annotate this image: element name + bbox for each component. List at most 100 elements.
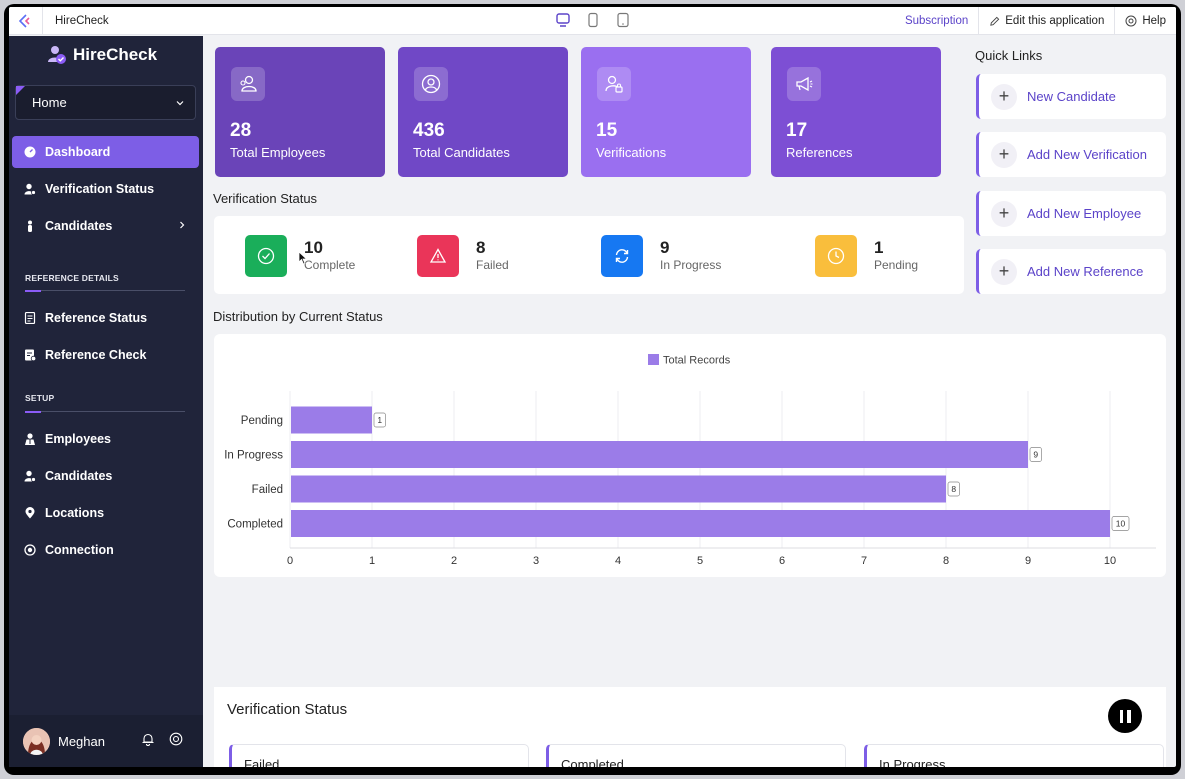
card-label: Total Employees bbox=[230, 145, 326, 160]
subscription-link[interactable]: Subscription bbox=[904, 15, 969, 27]
x-tick-label: 6 bbox=[779, 555, 785, 567]
data-label-box bbox=[947, 481, 960, 497]
home-select-value: Home bbox=[32, 95, 67, 110]
bar bbox=[291, 441, 1028, 468]
legend-swatch bbox=[648, 354, 659, 365]
nav-connection-label: Connection bbox=[45, 543, 114, 557]
distribution-chart-panel: 0 1 2 3 4 5 6 7 8 9 10 Total Records Pending 1 In Prog… bbox=[214, 334, 1166, 577]
edit-app-label: Edit this application bbox=[1005, 15, 1105, 27]
quick-link-label: Add New Employee bbox=[1027, 206, 1142, 221]
section-divider bbox=[25, 410, 185, 413]
tab-failed[interactable]: Failed bbox=[229, 744, 529, 767]
back-icon[interactable] bbox=[9, 7, 43, 35]
user-lock-icon bbox=[597, 67, 631, 101]
verification-status-title: Verification Status bbox=[213, 191, 318, 206]
bar bbox=[291, 406, 372, 434]
status-in-progress[interactable]: 9 In Progress bbox=[601, 235, 721, 277]
quick-link-label: Add New Reference bbox=[1027, 264, 1144, 279]
help-button[interactable]: Help bbox=[1114, 7, 1176, 35]
x-tick-label: 1 bbox=[369, 555, 375, 567]
verification-status-section: Verification Status Failed Completed In … bbox=[214, 687, 1166, 767]
clock-icon bbox=[815, 235, 857, 277]
card-label: References bbox=[786, 145, 853, 160]
x-tick-label: 10 bbox=[1104, 555, 1116, 567]
desktop-icon[interactable] bbox=[555, 12, 571, 28]
quick-link-label: New Candidate bbox=[1027, 89, 1116, 104]
status-failed[interactable]: 8 Failed bbox=[417, 235, 509, 277]
dashboard-icon bbox=[24, 146, 36, 158]
check-circle-icon bbox=[245, 235, 287, 277]
help-icon bbox=[1125, 15, 1137, 27]
location-pin-icon bbox=[25, 507, 35, 519]
card-label: Verifications bbox=[596, 145, 667, 160]
nav-candidates[interactable]: Candidates bbox=[12, 210, 199, 242]
card-verifications[interactable]: 15 Verifications bbox=[581, 47, 751, 177]
mouse-cursor-icon bbox=[298, 251, 308, 265]
legend-label: Total Records bbox=[663, 355, 731, 367]
category-label: In Progress bbox=[224, 450, 283, 462]
status-label: Pending bbox=[874, 258, 919, 272]
x-tick-label: 2 bbox=[451, 555, 457, 567]
card-label: Total Candidates bbox=[413, 145, 510, 160]
data-label-box bbox=[1029, 447, 1042, 462]
device-switcher bbox=[555, 12, 631, 28]
nav-dashboard[interactable]: Dashboard bbox=[12, 136, 199, 168]
x-tick-label: 8 bbox=[943, 555, 949, 567]
nav-dashboard-label: Dashboard bbox=[45, 145, 111, 159]
plus-icon: + bbox=[991, 141, 1017, 168]
employee-icon bbox=[25, 433, 35, 445]
tablet-icon[interactable] bbox=[615, 12, 631, 28]
card-total-employees[interactable]: 28 Total Employees bbox=[215, 47, 385, 177]
nav-verification-status-label: Verification Status bbox=[45, 182, 155, 196]
brand-logo[interactable]: HireCheck bbox=[47, 45, 157, 65]
plus-icon: + bbox=[991, 258, 1017, 285]
nav-connection[interactable]: Connection bbox=[12, 534, 199, 566]
x-tick-label: 4 bbox=[615, 555, 621, 567]
home-select[interactable]: Home bbox=[15, 85, 196, 120]
quick-link-label: Add New Verification bbox=[1027, 147, 1147, 162]
chevron-down-icon bbox=[176, 101, 184, 106]
quick-link-new-candidate[interactable]: + New Candidate bbox=[976, 74, 1166, 119]
status-value: 9 bbox=[660, 238, 670, 257]
nav-employees-label: Employees bbox=[45, 432, 112, 446]
nav-employees[interactable]: Employees bbox=[12, 423, 199, 455]
app-window: HireCheck Subscription Edit this applica… bbox=[9, 7, 1176, 767]
card-total-candidates[interactable]: 436 Total Candidates bbox=[398, 47, 568, 177]
x-tick-label: 9 bbox=[1025, 555, 1031, 567]
data-label-box bbox=[373, 412, 386, 428]
pause-button[interactable] bbox=[1108, 699, 1142, 733]
quick-link-add-employee[interactable]: + Add New Employee bbox=[976, 191, 1166, 236]
app-title: HireCheck bbox=[55, 14, 109, 27]
bell-icon[interactable] bbox=[141, 732, 155, 746]
quick-link-add-verification[interactable]: + Add New Verification bbox=[976, 132, 1166, 177]
avatar[interactable] bbox=[23, 727, 50, 755]
status-pending[interactable]: 1 Pending bbox=[815, 235, 918, 277]
status-label: In Progress bbox=[660, 258, 722, 272]
nav-reference-status[interactable]: Reference Status bbox=[12, 302, 199, 334]
card-value: 436 bbox=[413, 120, 445, 141]
tab-in-progress[interactable]: In Progress bbox=[864, 744, 1164, 767]
settings-icon[interactable] bbox=[169, 732, 183, 746]
help-label: Help bbox=[1142, 15, 1166, 27]
status-complete[interactable]: 10 Complete bbox=[245, 235, 355, 277]
card-references[interactable]: 17 References bbox=[771, 47, 941, 177]
verification-status-panel: 10 Complete 8 Failed 9 In Progress 1 Pending bbox=[214, 216, 964, 294]
bar bbox=[291, 475, 946, 503]
section-divider bbox=[25, 289, 185, 292]
x-tick-label: 5 bbox=[697, 555, 703, 567]
nav-reference-check[interactable]: Reference Check bbox=[12, 339, 199, 371]
x-tick-label: 0 bbox=[287, 555, 293, 567]
nav-candidates-setup[interactable]: Candidates bbox=[12, 460, 199, 492]
edit-app-button[interactable]: Edit this application bbox=[978, 7, 1114, 35]
nav-verification-status[interactable]: Verification Status bbox=[12, 173, 199, 205]
clipboard-check-icon bbox=[25, 349, 36, 361]
quick-link-add-reference[interactable]: + Add New Reference bbox=[976, 249, 1166, 294]
tab-completed[interactable]: Completed bbox=[546, 744, 846, 767]
person-icon bbox=[28, 220, 32, 232]
warning-icon bbox=[417, 235, 459, 277]
status-value: 8 bbox=[476, 238, 486, 257]
data-label: 1 bbox=[377, 415, 382, 425]
phone-icon[interactable] bbox=[585, 12, 601, 28]
nav-locations[interactable]: Locations bbox=[12, 497, 199, 529]
card-value: 17 bbox=[786, 120, 808, 141]
